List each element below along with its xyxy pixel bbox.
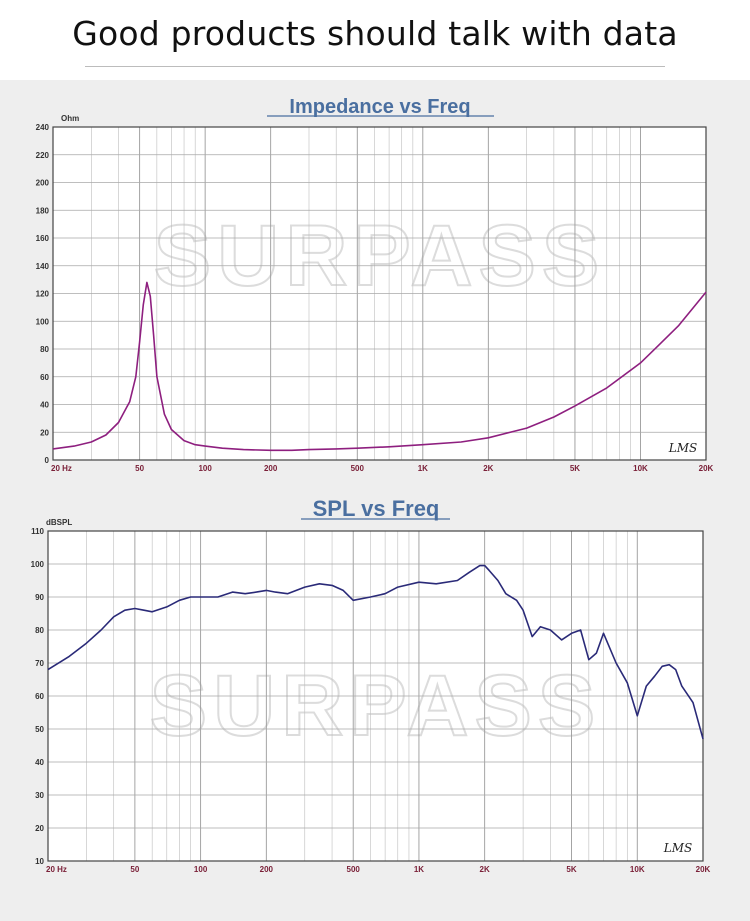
x-tick-label: 1K — [414, 865, 424, 874]
y-tick-label: 120 — [36, 290, 50, 299]
y-tick-label: 50 — [35, 725, 44, 734]
x-tick-label: 50 — [135, 464, 144, 473]
x-tick-label: 50 — [130, 865, 139, 874]
y-tick-label: 60 — [40, 373, 49, 382]
chart-title: SPL vs Freq — [313, 496, 440, 521]
y-tick-label: 220 — [36, 151, 50, 160]
plot-frame — [47, 530, 704, 862]
x-tick-label: 2K — [483, 464, 493, 473]
x-tick-label: 100 — [198, 464, 212, 473]
series-line — [47, 564, 704, 740]
x-tick-label: 200 — [264, 464, 278, 473]
x-tick-label: 20K — [699, 464, 714, 473]
y-tick-label: 110 — [31, 527, 44, 536]
watermark-text: SURPASS — [150, 658, 601, 754]
page-headline: Good products should talk with data — [72, 14, 678, 53]
watermark-text: SURPASS — [154, 208, 605, 304]
plot-frame — [52, 126, 707, 461]
y-tick-label: 30 — [35, 791, 44, 800]
y-tick-label: 240 — [36, 123, 50, 132]
y-tick-label: 80 — [35, 626, 44, 635]
x-tick-label: 200 — [260, 865, 274, 874]
y-tick-label: 180 — [36, 206, 50, 215]
x-tick-label: 500 — [347, 865, 361, 874]
y-tick-label: 20 — [40, 428, 49, 437]
series-line — [52, 281, 707, 452]
y-tick-label: 80 — [40, 345, 49, 354]
spl-chart: SURPASS SPL vs Freq dBSPL 10 20 30 40 50 60 70 80 9… — [31, 496, 711, 874]
x-tick-label: 20 Hz — [51, 464, 72, 473]
y-tick-label: 10 — [35, 857, 44, 866]
x-tick-label: 5K — [566, 865, 576, 874]
x-tick-label: 500 — [351, 464, 365, 473]
y-tick-label: 90 — [35, 593, 44, 602]
y-tick-label: 100 — [31, 560, 45, 569]
y-tick-label: 160 — [36, 234, 50, 243]
y-tick-label: 20 — [35, 824, 44, 833]
y-tick-label: 100 — [36, 317, 50, 326]
y-tick-label: 200 — [36, 179, 50, 188]
x-tick-label: 10K — [630, 865, 645, 874]
chart-title: Impedance vs Freq — [289, 96, 470, 118]
x-tick-label: 5K — [570, 464, 580, 473]
impedance-chart: SURPASS Impedance vs Freq Ohm 0 20 40 60 80 100 1… — [36, 96, 714, 473]
headline-divider — [85, 66, 665, 67]
y-tick-label: 40 — [35, 758, 44, 767]
x-tick-label: 20K — [696, 865, 711, 874]
x-tick-label: 10K — [633, 464, 648, 473]
y-tick-label: 70 — [35, 659, 44, 668]
x-tick-label: 100 — [194, 865, 208, 874]
y-tick-label: 140 — [36, 262, 50, 271]
y-axis-unit-label: dBSPL — [46, 518, 72, 527]
y-tick-label: 40 — [40, 401, 49, 410]
lms-brand-mark: LMS — [668, 441, 697, 455]
x-tick-label: 1K — [418, 464, 428, 473]
y-axis-unit-label: Ohm — [61, 114, 79, 123]
x-tick-label: 2K — [480, 865, 490, 874]
y-tick-label: 0 — [45, 456, 50, 465]
grid-lines — [52, 126, 707, 461]
x-tick-label: 20 Hz — [46, 865, 67, 874]
y-tick-label: 60 — [35, 692, 44, 701]
lms-brand-mark: LMS — [663, 841, 692, 855]
